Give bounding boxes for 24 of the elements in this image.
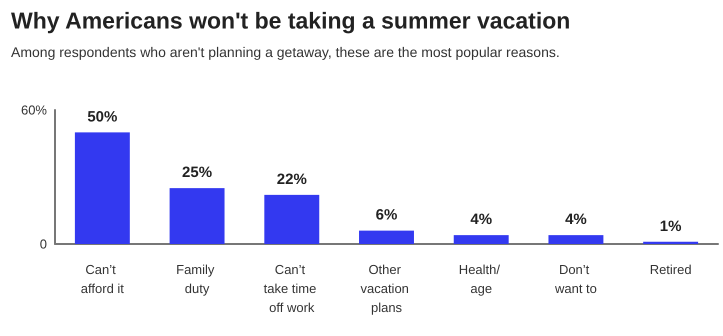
data-label: 50%	[87, 108, 118, 126]
bar	[454, 235, 509, 244]
bar	[264, 194, 320, 244]
x-tick-label: Other vacation plans	[360, 262, 413, 315]
chart-title: Why Americans won't be taking a summer vacation	[11, 8, 570, 34]
bar	[548, 235, 604, 244]
x-tick-label: Don’t want to	[554, 262, 597, 296]
chart-subtitle: Among respondents who aren't planning a getaway, these are the most popular reasons.	[11, 44, 560, 60]
x-tick-label: Health/ age	[458, 262, 504, 296]
x-tick-label: Can’t take time off work	[264, 262, 320, 315]
data-label: 4%	[565, 211, 587, 228]
x-tick-label: Retired	[650, 262, 692, 277]
x-tick-label: Family duty	[176, 262, 218, 296]
bar	[359, 230, 414, 244]
y-tick-label: 0	[40, 236, 47, 252]
y-tick-label: 60%	[20, 102, 48, 118]
bar	[170, 188, 225, 244]
data-label: 6%	[376, 206, 398, 224]
data-label: 4%	[470, 211, 492, 228]
bar	[74, 132, 130, 244]
x-tick-label: Can’t afford it	[80, 262, 124, 296]
data-label: 25%	[182, 164, 212, 182]
data-label: 1%	[660, 218, 682, 235]
data-label: 22%	[276, 170, 307, 188]
